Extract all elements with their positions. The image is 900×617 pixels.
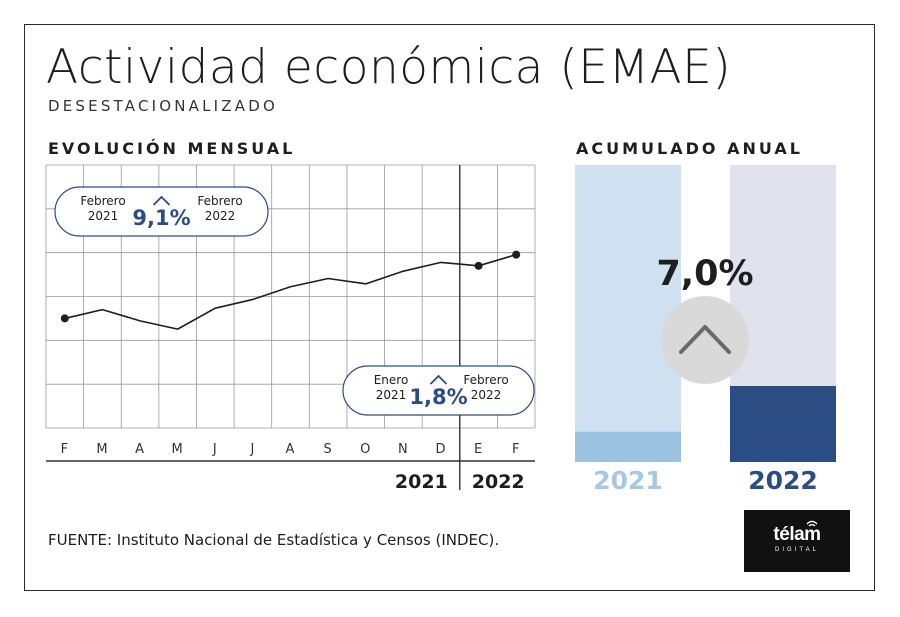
annual-bar-label-2021: 2021	[593, 466, 663, 495]
x-tick-label: M	[172, 442, 184, 457]
callout-value: 1,8%	[409, 385, 467, 409]
annual-bar-background	[575, 165, 681, 462]
data-point-marker	[512, 250, 521, 259]
page-title: Actividad económica (EMAE)	[46, 40, 732, 95]
callout-right-line1: Febrero	[197, 194, 242, 208]
annual-bar-2021	[575, 431, 681, 462]
telam-logo: télam DIGITAL	[744, 510, 850, 572]
callout-border	[342, 365, 535, 416]
page-subtitle: DESESTACIONALIZADO	[48, 97, 279, 115]
infographic-frame	[24, 24, 875, 591]
callout-left-line2: 2021	[376, 388, 407, 402]
annual-bar-label-2022: 2022	[748, 466, 818, 495]
callout-value: 9,1%	[132, 206, 190, 230]
x-tick-label: E	[474, 442, 483, 457]
x-tick-label: O	[360, 442, 371, 457]
x-tick-label: N	[398, 442, 409, 457]
annual-bar-2022	[730, 385, 836, 462]
x-tick-label: F	[61, 442, 69, 457]
callout-border	[54, 186, 269, 237]
annual-change-label: 7,0%	[656, 254, 753, 294]
callout-right-line1: Febrero	[463, 373, 508, 387]
year-label-2022: 2022	[472, 471, 525, 493]
callout-right-line2: 2022	[471, 388, 502, 402]
x-tick-label: D	[435, 442, 446, 457]
data-point-marker	[474, 261, 483, 270]
x-tick-label: J	[249, 442, 255, 457]
callout-left-line1: Febrero	[80, 194, 125, 208]
logo-name: télam	[773, 524, 821, 545]
up-arrow-icon	[152, 195, 171, 206]
x-tick-label: F	[512, 442, 520, 457]
logo-subtext: DIGITAL	[775, 547, 819, 553]
callout-left-line2: 2021	[88, 209, 119, 223]
series-line	[64, 253, 517, 330]
year-label-2021: 2021	[395, 471, 448, 493]
x-tick-label: J	[212, 442, 218, 457]
data-point-marker	[60, 314, 69, 323]
signal-icon	[806, 520, 818, 527]
change-circle	[661, 296, 749, 384]
source-note: FUENTE: Instituto Nacional de Estadístic…	[48, 531, 500, 549]
up-arrow-icon	[429, 374, 448, 385]
x-tick-label: S	[323, 442, 332, 457]
annual-section-title: ACUMULADO ANUAL	[576, 139, 803, 158]
chevron-up-icon	[679, 325, 731, 354]
callout-right-line2: 2022	[205, 209, 236, 223]
monthly-section-title: EVOLUCIÓN MENSUAL	[48, 139, 296, 158]
callout-left-line1: Enero	[374, 373, 409, 387]
x-tick-label: M	[96, 442, 108, 457]
x-tick-label: A	[286, 442, 296, 457]
x-tick-label: A	[135, 442, 145, 457]
